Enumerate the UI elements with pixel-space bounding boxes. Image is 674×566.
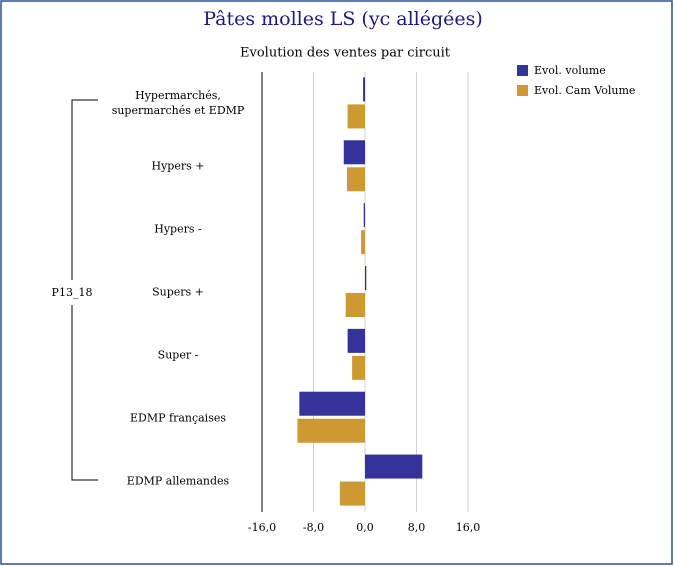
y-tick-label: Hypermarchés, supermarchés et EDMP (111, 89, 245, 118)
group-bracket (71, 99, 98, 481)
y-tick-label: Supers + (152, 285, 204, 299)
bar (365, 454, 423, 479)
y-tick-label: Hypers - (154, 222, 202, 236)
x-tick-label: -16,0 (248, 521, 276, 534)
bar (363, 203, 365, 228)
x-tick-label: 16,0 (456, 521, 481, 534)
y-tick-label: Super - (157, 348, 199, 362)
bar (297, 418, 365, 443)
y-tick-label: Hypers + (151, 159, 205, 173)
x-tick-label: 0,0 (356, 521, 374, 534)
bar (339, 481, 365, 506)
bar (352, 355, 365, 380)
group-label: P13_18 (52, 286, 93, 299)
bar (365, 266, 367, 290)
y-tick-label: EDMP françaises (129, 411, 227, 425)
bar (345, 293, 365, 317)
bar (343, 140, 365, 165)
legend-label: Evol. volume (534, 64, 606, 77)
bar (361, 230, 365, 255)
x-tick-label: -8,0 (303, 521, 324, 534)
y-tick-label: EDMP allemandes (126, 474, 230, 488)
chart-title: Pâtes molles LS (yc allégées) (203, 8, 483, 30)
bar (363, 77, 365, 102)
legend-swatch (517, 65, 528, 76)
bar (347, 104, 365, 129)
x-tick-label: 8,0 (408, 521, 426, 534)
bar (299, 391, 365, 416)
bar (347, 328, 365, 353)
chart-subtitle: Evolution des ventes par circuit (240, 46, 451, 61)
bar (346, 167, 365, 192)
legend-swatch (517, 85, 528, 96)
legend-label: Evol. Cam Volume (534, 84, 635, 97)
